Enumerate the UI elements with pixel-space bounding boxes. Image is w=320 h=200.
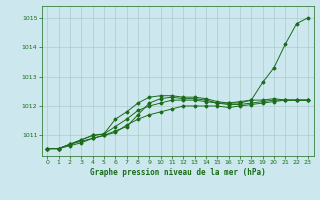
X-axis label: Graphe pression niveau de la mer (hPa): Graphe pression niveau de la mer (hPa) — [90, 168, 266, 177]
